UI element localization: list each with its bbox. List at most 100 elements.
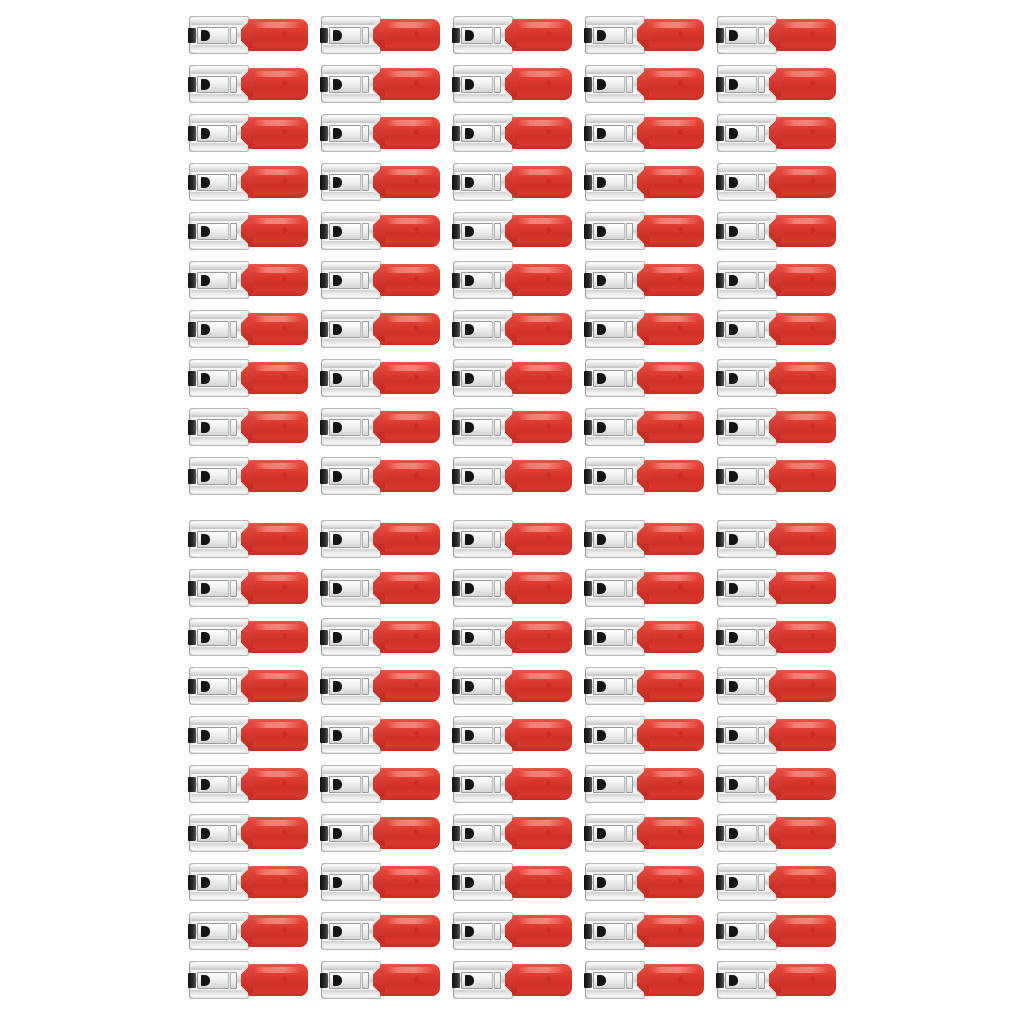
metal-receptacle-body bbox=[320, 814, 382, 852]
receptacle-mouth bbox=[716, 28, 724, 43]
receptacle-detent-dimple bbox=[729, 681, 738, 692]
receptacle-seam-top bbox=[454, 165, 512, 173]
receptacle-rib bbox=[360, 972, 363, 989]
receptacle-mouth bbox=[188, 728, 196, 743]
metal-receptacle-body bbox=[584, 667, 646, 705]
receptacle-rib bbox=[756, 678, 759, 695]
insulator-taper bbox=[637, 869, 649, 895]
receptacle-seam-top bbox=[322, 18, 380, 26]
metal-receptacle-body bbox=[188, 310, 250, 348]
metal-receptacle-body bbox=[584, 359, 646, 397]
receptacle-mouth bbox=[320, 777, 328, 792]
red-insulator-barrel bbox=[505, 915, 572, 947]
insulator-highlight bbox=[518, 771, 566, 777]
insulator-highlight bbox=[386, 869, 434, 875]
receptacle-seam-top bbox=[322, 214, 380, 222]
insulator-highlight bbox=[650, 316, 698, 322]
metal-receptacle-body bbox=[584, 765, 646, 803]
insulator-taper bbox=[637, 22, 649, 48]
insulator-taper bbox=[769, 218, 781, 244]
receptacle-rib bbox=[624, 223, 627, 240]
insulator-highlight bbox=[782, 414, 830, 420]
metal-receptacle-body bbox=[188, 569, 250, 607]
red-insulator-barrel bbox=[505, 411, 572, 443]
receptacle-rib bbox=[624, 76, 627, 93]
red-insulator-barrel bbox=[505, 719, 572, 751]
receptacle-seam-top bbox=[454, 718, 512, 726]
metal-receptacle-body bbox=[716, 16, 778, 54]
insulated-female-spade-terminal bbox=[452, 861, 572, 903]
receptacle-mouth bbox=[584, 630, 592, 645]
insulated-female-spade-terminal bbox=[188, 812, 308, 854]
insulator-mould-mark bbox=[282, 472, 287, 478]
insulator-mould-mark bbox=[282, 535, 287, 541]
receptacle-mouth bbox=[716, 679, 724, 694]
receptacle-seam-top bbox=[322, 963, 380, 971]
receptacle-seam-bottom bbox=[190, 289, 248, 297]
metal-receptacle-body bbox=[188, 961, 250, 999]
insulator-highlight bbox=[518, 218, 566, 224]
receptacle-rib bbox=[360, 580, 363, 597]
receptacle-detent-dimple bbox=[729, 583, 738, 594]
receptacle-rib bbox=[228, 727, 231, 744]
red-insulator-barrel bbox=[637, 460, 704, 492]
insulated-female-spade-terminal bbox=[320, 861, 440, 903]
red-insulator-barrel bbox=[505, 523, 572, 555]
red-insulator-barrel bbox=[637, 411, 704, 443]
metal-receptacle-body bbox=[320, 408, 382, 446]
insulated-female-spade-terminal bbox=[188, 259, 308, 301]
receptacle-mouth bbox=[716, 77, 724, 92]
receptacle-rib bbox=[624, 468, 627, 485]
red-insulator-barrel bbox=[769, 572, 836, 604]
receptacle-mouth bbox=[452, 322, 460, 337]
receptacle-seam-top bbox=[718, 767, 776, 775]
receptacle-detent-dimple bbox=[201, 373, 210, 384]
receptacle-seam-bottom bbox=[322, 989, 380, 997]
insulator-taper bbox=[241, 526, 253, 552]
insulator-taper bbox=[505, 267, 517, 293]
insulator-taper bbox=[241, 722, 253, 748]
receptacle-detent-dimple bbox=[729, 226, 738, 237]
receptacle-detent-dimple bbox=[201, 828, 210, 839]
receptacle-rib bbox=[756, 776, 759, 793]
receptacle-rib bbox=[360, 776, 363, 793]
insulator-taper bbox=[505, 722, 517, 748]
receptacle-rib bbox=[756, 468, 759, 485]
insulator-mould-mark bbox=[282, 80, 287, 86]
insulator-mould-mark bbox=[678, 878, 683, 884]
insulator-mould-mark bbox=[678, 976, 683, 982]
receptacle-mouth bbox=[320, 28, 328, 43]
red-insulator-barrel bbox=[769, 915, 836, 947]
red-insulator-barrel bbox=[637, 572, 704, 604]
insulated-female-spade-terminal bbox=[584, 959, 704, 1001]
receptacle-detent-dimple bbox=[201, 79, 210, 90]
insulated-female-spade-terminal bbox=[716, 763, 836, 805]
insulator-taper bbox=[637, 218, 649, 244]
insulator-highlight bbox=[518, 463, 566, 469]
insulator-taper bbox=[373, 120, 385, 146]
insulator-taper bbox=[769, 463, 781, 489]
insulator-mould-mark bbox=[678, 227, 683, 233]
receptacle-seam-top bbox=[190, 522, 248, 530]
metal-receptacle-body bbox=[188, 814, 250, 852]
receptacle-seam-top bbox=[586, 18, 644, 26]
metal-receptacle-body bbox=[584, 16, 646, 54]
metal-receptacle-body bbox=[188, 716, 250, 754]
receptacle-detent-dimple bbox=[333, 730, 342, 741]
red-insulator-barrel bbox=[241, 719, 308, 751]
receptacle-detent-dimple bbox=[201, 324, 210, 335]
insulator-taper bbox=[769, 316, 781, 342]
receptacle-detent-dimple bbox=[465, 226, 474, 237]
receptacle-seam-top bbox=[190, 571, 248, 579]
receptacle-detent-dimple bbox=[465, 779, 474, 790]
insulator-mould-mark bbox=[546, 780, 551, 786]
insulated-female-spade-terminal bbox=[452, 812, 572, 854]
insulator-mould-mark bbox=[414, 829, 419, 835]
red-insulator-barrel bbox=[241, 117, 308, 149]
insulator-highlight bbox=[518, 365, 566, 371]
receptacle-seam-top bbox=[718, 669, 776, 677]
insulator-mould-mark bbox=[282, 276, 287, 282]
receptacle-detent-dimple bbox=[201, 730, 210, 741]
insulator-taper bbox=[637, 771, 649, 797]
receptacle-seam-bottom bbox=[454, 891, 512, 899]
